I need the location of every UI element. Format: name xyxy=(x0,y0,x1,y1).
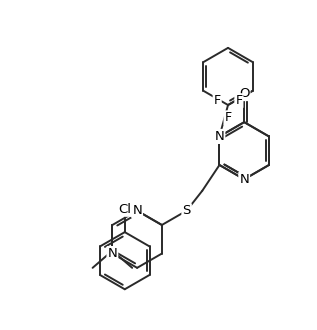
Text: F: F xyxy=(235,94,243,107)
Text: F: F xyxy=(214,94,221,107)
Text: Cl: Cl xyxy=(118,203,131,216)
Text: N: N xyxy=(239,173,249,186)
Text: F: F xyxy=(224,111,232,124)
Text: N: N xyxy=(215,130,224,143)
Text: N: N xyxy=(107,247,117,260)
Text: N: N xyxy=(132,204,142,217)
Text: O: O xyxy=(239,87,249,100)
Text: S: S xyxy=(182,204,191,217)
